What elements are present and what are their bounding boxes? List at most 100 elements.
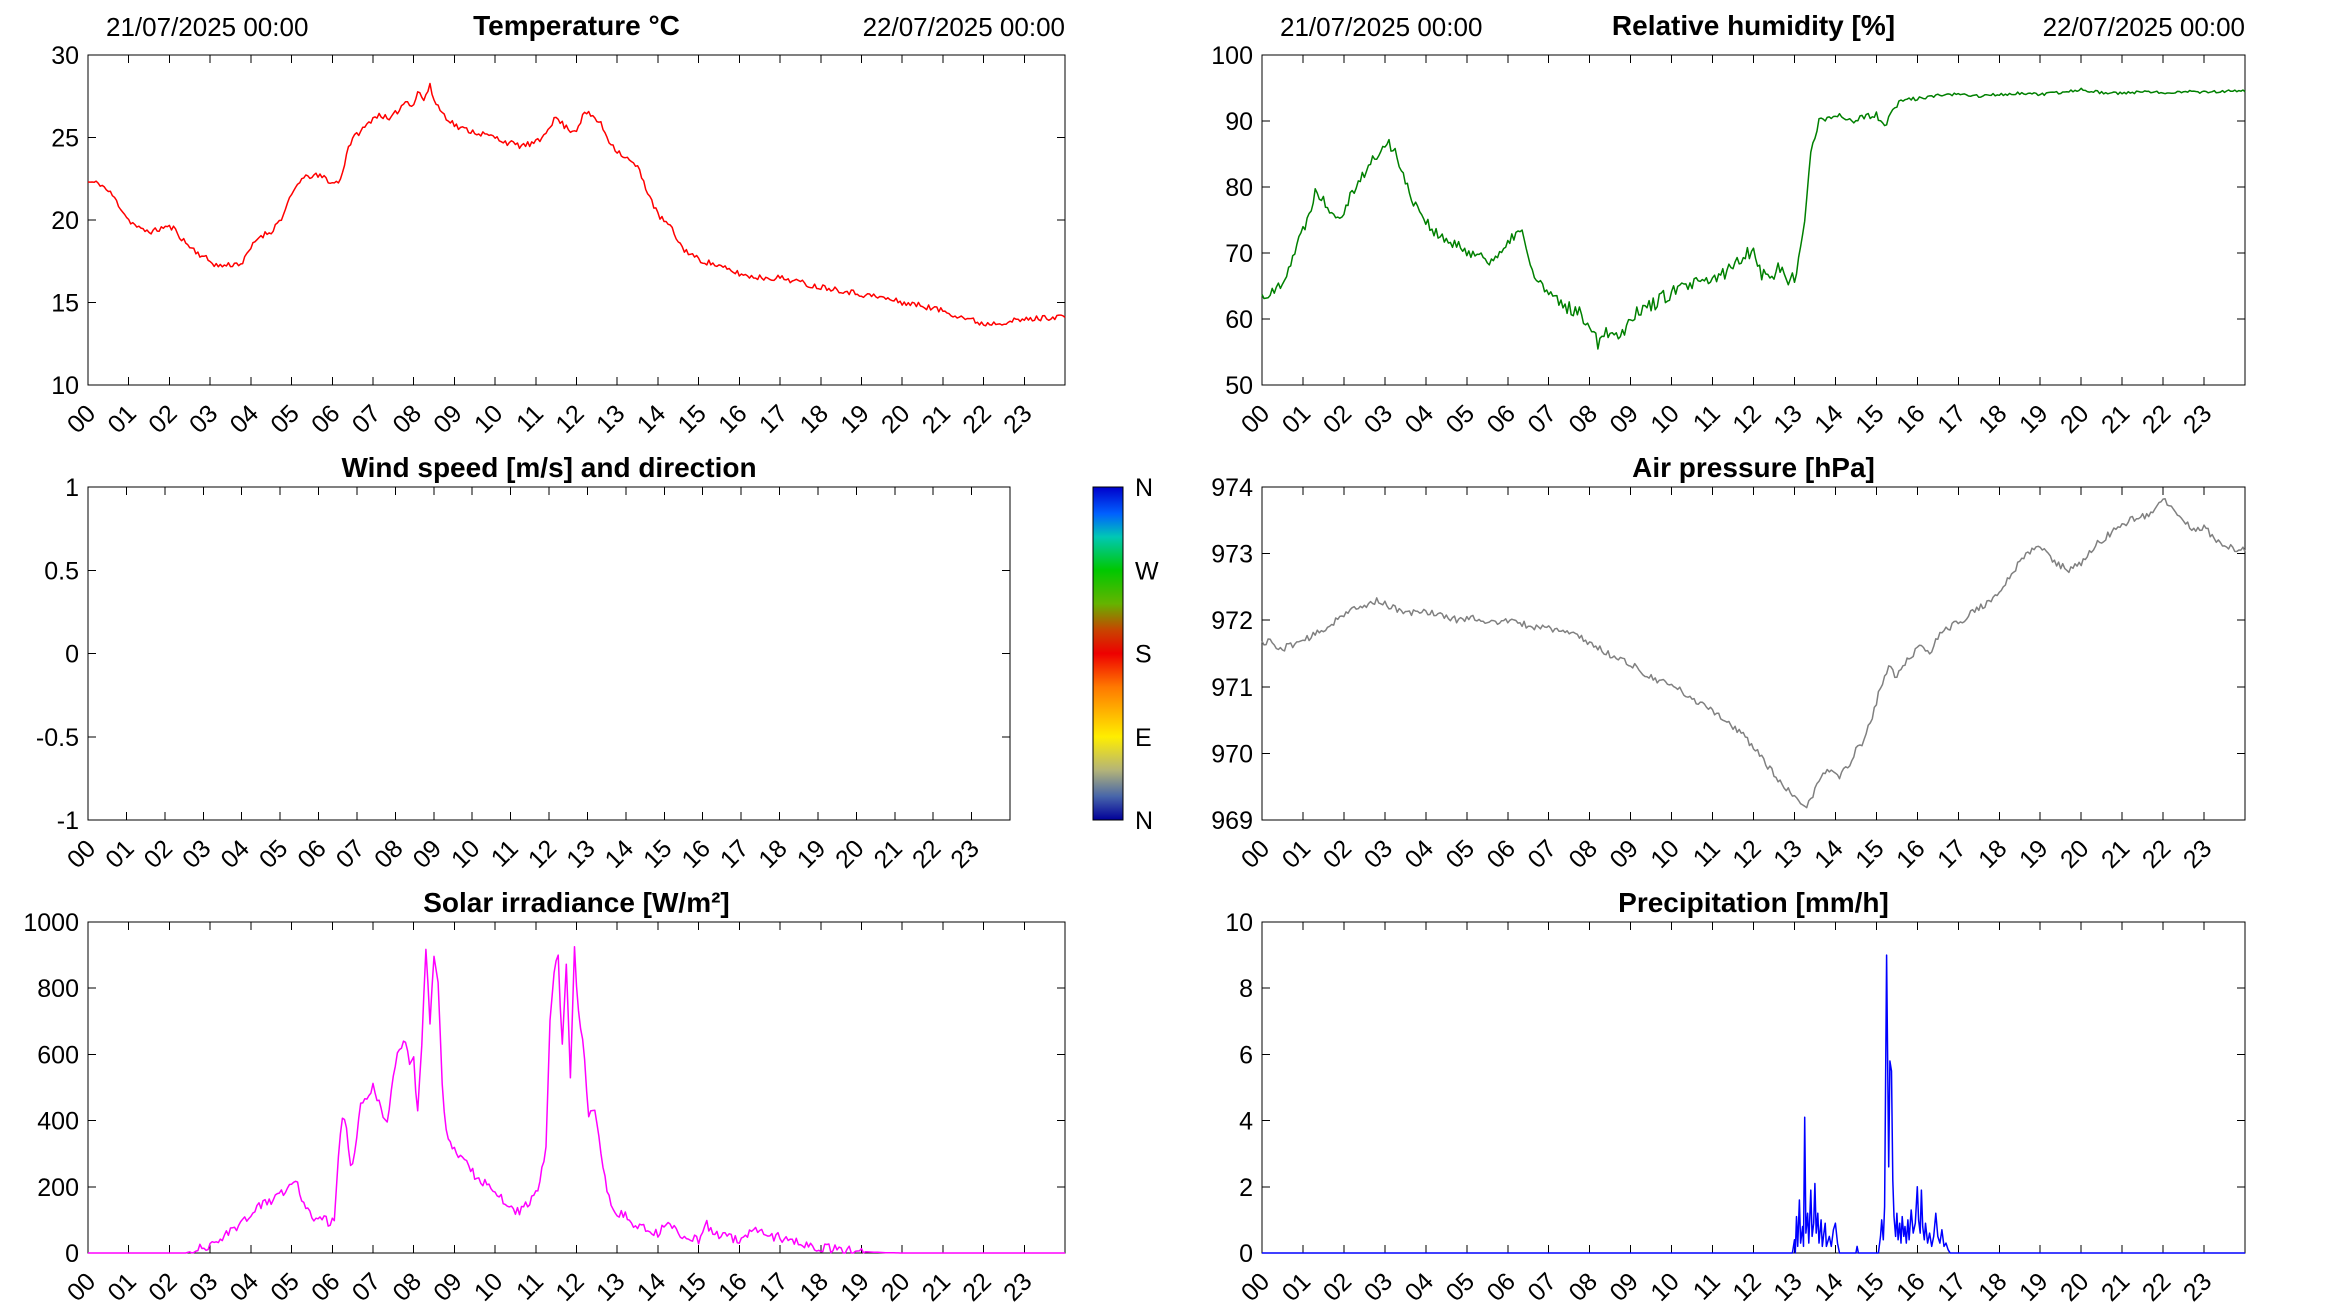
y-tick-label: 70 — [1225, 240, 1253, 268]
y-tick-label: 15 — [51, 290, 79, 318]
colorbar-label: S — [1135, 641, 1152, 669]
x-tick-label: 03 — [1359, 399, 1398, 438]
y-tick-label: 974 — [1211, 474, 1253, 502]
pressure-canvas: 00 01 02 03 04 05 06 07 08 09 10 11 12 13 14 15 16 17 18 19… — [1211, 474, 2246, 874]
precipitation-axes-box — [1261, 921, 2246, 1254]
y-tick-label: 2 — [1239, 1174, 1253, 1202]
y-tick-label: 400 — [37, 1108, 79, 1136]
x-tick-label: 07 — [347, 399, 386, 438]
x-tick-label: 21 — [917, 1267, 956, 1306]
x-tick-label: 04 — [225, 399, 265, 439]
x-tick-label: 05 — [1441, 834, 1480, 873]
x-tick-label: 01 — [102, 1267, 141, 1306]
x-tick-label: 11 — [511, 399, 549, 437]
x-tick-label: 17 — [1932, 1267, 1971, 1306]
temperature-title: Temperature °C — [473, 10, 680, 41]
y-tick-label: 971 — [1211, 674, 1253, 702]
x-tick-label: 17 — [1932, 834, 1971, 873]
x-tick-label: 02 — [1318, 399, 1357, 438]
precipitation-line — [1262, 954, 2245, 1254]
colorbar-label: N — [1135, 474, 1153, 502]
x-tick-label: 02 — [143, 399, 182, 438]
x-tick-label: 15 — [1850, 399, 1889, 438]
x-tick-label: 18 — [1973, 834, 2012, 873]
x-tick-label: 07 — [1522, 1267, 1561, 1306]
y-tick-label: 800 — [37, 975, 79, 1003]
x-tick-label: 23 — [2178, 834, 2217, 873]
x-tick-label: 19 — [835, 399, 874, 438]
x-tick-label: 23 — [998, 1267, 1037, 1306]
x-tick-label: 14 — [632, 1267, 672, 1307]
solar-irradiance-line — [88, 946, 1065, 1254]
x-tick-label: 08 — [387, 1267, 426, 1306]
x-tick-label: 17 — [715, 834, 754, 873]
x-tick-label: 00 — [1236, 1267, 1275, 1306]
x-tick-label: 14 — [600, 834, 640, 874]
x-tick-label: 00 — [1236, 399, 1275, 438]
x-tick-label: 01 — [1277, 834, 1316, 873]
y-tick-label: 6 — [1239, 1041, 1253, 1069]
y-tick-label: 25 — [51, 125, 79, 153]
x-tick-label: 03 — [1359, 834, 1398, 873]
x-tick-label: 05 — [265, 399, 304, 438]
x-tick-label: 20 — [2055, 1267, 2094, 1306]
y-tick-label: 8 — [1239, 975, 1253, 1003]
x-tick-label: 10 — [1645, 1267, 1684, 1306]
x-tick-label: 16 — [676, 834, 715, 873]
x-tick-label: 22 — [907, 834, 946, 873]
x-tick-label: 14 — [632, 399, 672, 439]
x-tick-label: 08 — [387, 399, 426, 438]
x-tick-label: 18 — [795, 1267, 834, 1306]
y-tick-label: 50 — [1225, 372, 1253, 400]
x-tick-label: 10 — [469, 399, 508, 438]
solar-title: Solar irradiance [W/m²] — [423, 887, 730, 918]
x-tick-label: 23 — [998, 399, 1037, 438]
x-tick-label: 19 — [2014, 1267, 2053, 1306]
x-tick-label: 02 — [139, 834, 178, 873]
x-tick-label: 19 — [2014, 834, 2053, 873]
chart-pressure: Air pressure [hPa] 00 01 02 03 04 05 06 07 08 09 1… — [1167, 438, 2333, 875]
humidity-canvas: 00 01 02 03 04 05 06 07 08 09 10 11 12 13 14 15 16 17 18 19… — [1211, 42, 2246, 439]
x-tick-label: 14 — [1809, 399, 1849, 439]
x-tick-label: 09 — [1604, 1267, 1643, 1306]
x-tick-label: 22 — [957, 1267, 996, 1306]
humidity-start-date-label: 21/07/2025 00:00 — [1280, 12, 1483, 42]
x-tick-label: 03 — [177, 834, 216, 873]
x-tick-label: 05 — [265, 1267, 304, 1306]
x-tick-label: 12 — [1727, 399, 1766, 438]
x-tick-label: 06 — [1482, 399, 1521, 438]
x-tick-label: 01 — [1277, 1267, 1316, 1306]
x-tick-label: 07 — [331, 834, 370, 873]
y-tick-label: -0.5 — [36, 724, 79, 752]
x-tick-label: 19 — [835, 1267, 874, 1306]
x-tick-label: 18 — [753, 834, 792, 873]
humidity-line — [1261, 87, 2246, 350]
x-tick-label: 17 — [1932, 399, 1971, 438]
x-tick-label: 16 — [713, 1267, 752, 1306]
y-tick-label: 1 — [65, 474, 79, 502]
x-tick-label: 16 — [713, 399, 752, 438]
x-tick-label: 21 — [917, 399, 956, 438]
x-tick-label: 11 — [486, 834, 524, 872]
humidity-end-date-label: 22/07/2025 00:00 — [2042, 12, 2245, 42]
x-tick-label: 09 — [428, 1267, 467, 1306]
x-tick-label: 18 — [795, 399, 834, 438]
x-tick-label: 11 — [1688, 834, 1726, 872]
x-tick-label: 22 — [2137, 1267, 2176, 1306]
x-tick-label: 20 — [2055, 834, 2094, 873]
humidity-title: Relative humidity [%] — [1611, 10, 1896, 41]
x-tick-label: 00 — [62, 399, 101, 438]
y-tick-label: 80 — [1225, 174, 1253, 202]
temperature-end-date-label: 22/07/2025 00:00 — [862, 12, 1065, 42]
x-tick-label: 18 — [1973, 1267, 2012, 1306]
x-tick-label: 05 — [1441, 1267, 1480, 1306]
x-tick-label: 19 — [792, 834, 831, 873]
x-tick-label: 04 — [1400, 1267, 1440, 1307]
pressure-axes-box — [1261, 486, 2246, 821]
precipitation-tick-marks — [1261, 921, 2245, 1254]
y-tick-label: 90 — [1225, 108, 1253, 136]
x-tick-label: 05 — [254, 834, 293, 873]
y-tick-label: 0 — [65, 1240, 79, 1268]
x-tick-label: 13 — [591, 399, 630, 438]
humidity-tick-marks — [1261, 54, 2245, 386]
